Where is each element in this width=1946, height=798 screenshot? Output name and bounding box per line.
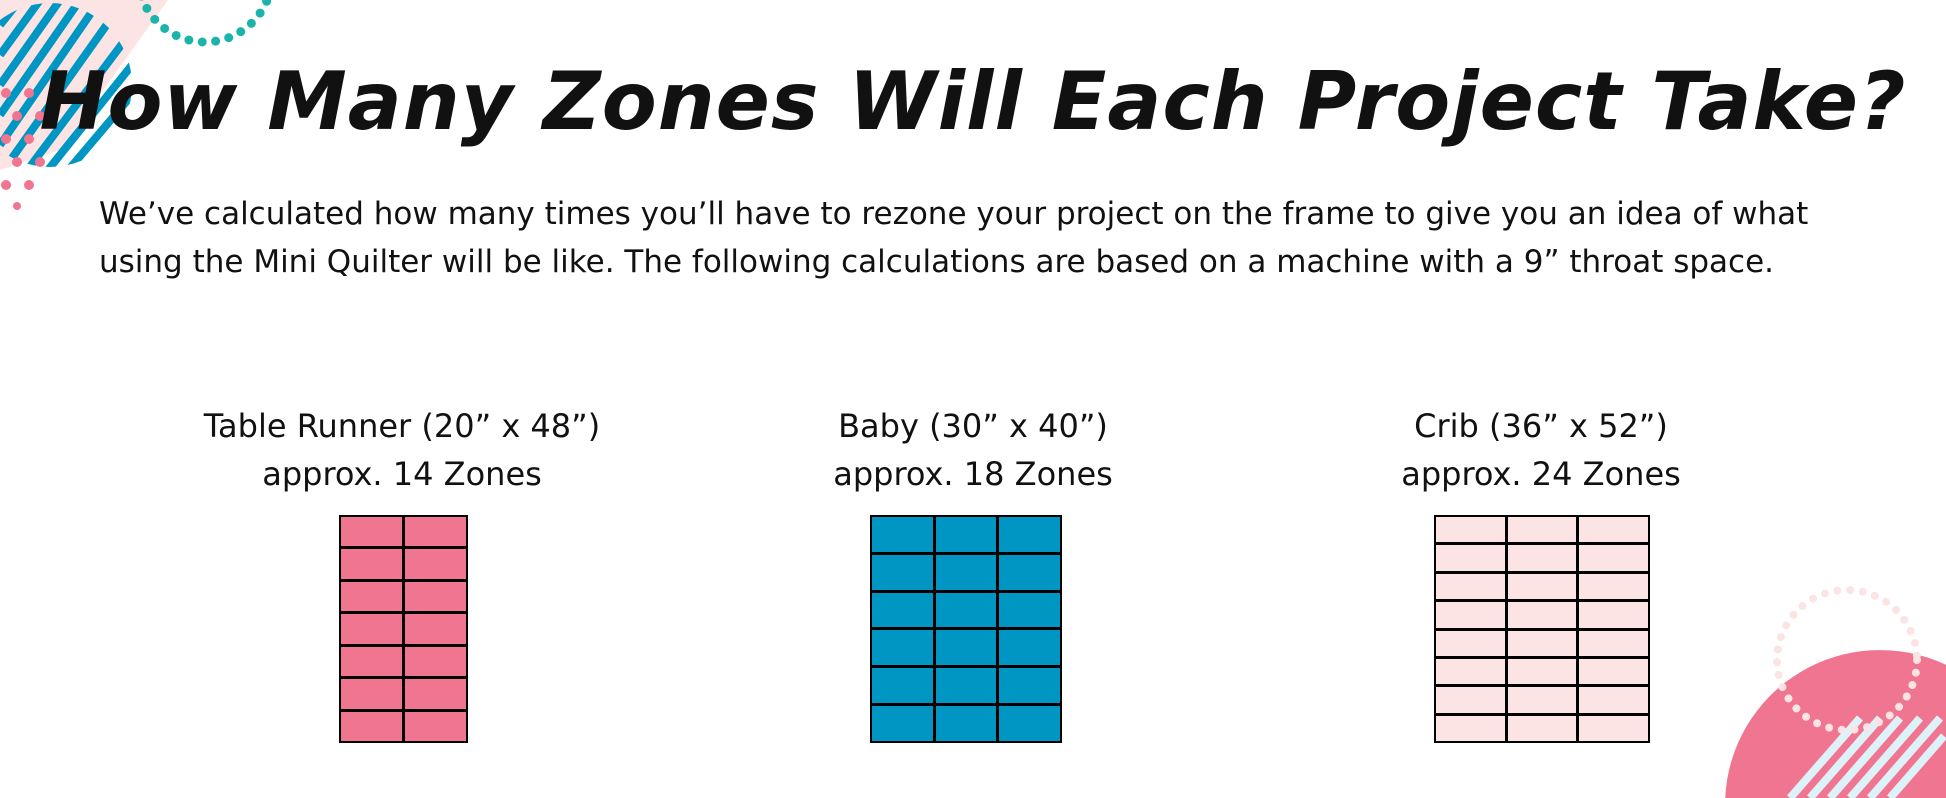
zone-cell: [341, 549, 402, 579]
zone-cell: [341, 614, 402, 644]
zone-cell: [1507, 602, 1577, 628]
zone-cell: [872, 630, 933, 666]
zone-cell: [1579, 687, 1648, 713]
zone-cell: [1507, 658, 1577, 685]
zone-grid-baby: [870, 515, 1062, 743]
zone-cell: [1579, 715, 1648, 741]
zone-cell: [1436, 517, 1505, 543]
project-name: Baby (30” x 40”): [838, 407, 1108, 445]
zone-cell: [1436, 573, 1505, 600]
zone-cell: [999, 517, 1060, 552]
zone-cell: [1436, 687, 1505, 713]
zone-cell: [935, 668, 997, 704]
zone-cell: [872, 554, 933, 590]
project-baby: Baby (30” x 40”) approx. 18 Zones: [723, 402, 1223, 498]
zone-cell: [1579, 573, 1648, 600]
intro-text: We’ve calculated how many times you’ll h…: [99, 196, 1809, 280]
zone-cell: [405, 646, 466, 677]
zone-cell: [1436, 715, 1505, 741]
project-table-runner: Table Runner (20” x 48”) approx. 14 Zone…: [152, 402, 652, 498]
project-zones: approx. 14 Zones: [262, 455, 542, 493]
project-crib: Crib (36” x 52”) approx. 24 Zones: [1291, 402, 1791, 498]
pink-dotted-ring: [1773, 586, 1921, 734]
light-blue-stripes: [1786, 715, 1946, 798]
zone-cell: [935, 554, 997, 590]
zone-cell: [341, 581, 402, 612]
zone-cell: [341, 646, 402, 677]
zone-cell: [1507, 630, 1577, 656]
zone-cell: [405, 549, 466, 579]
zone-cell: [1579, 602, 1648, 628]
zone-cell: [405, 614, 466, 644]
page-title: How Many Zones Will Each Project Take?: [39, 55, 1907, 148]
zone-cell: [405, 517, 466, 547]
zone-cell: [935, 630, 997, 666]
zone-cell: [341, 517, 402, 547]
zone-cell: [1507, 517, 1577, 543]
zone-cell: [1579, 517, 1648, 543]
zone-grid-crib: [1434, 515, 1650, 743]
pink-shape: [0, 0, 168, 170]
zone-cell: [405, 581, 466, 612]
zone-cell: [405, 711, 466, 741]
zone-grid-table-runner: [339, 515, 468, 743]
zone-cell: [999, 592, 1060, 628]
zone-cell: [1436, 602, 1505, 628]
zone-cell: [341, 711, 402, 741]
zone-cell: [872, 592, 933, 628]
zone-cell: [405, 679, 466, 709]
teal-dotted-ring: [138, 0, 272, 47]
zone-cell: [872, 706, 933, 741]
zone-cell: [1507, 715, 1577, 741]
zone-cell: [935, 592, 997, 628]
zone-cell: [1436, 658, 1505, 685]
zone-cell: [999, 706, 1060, 741]
zone-cell: [341, 679, 402, 709]
zone-cell: [1436, 630, 1505, 656]
zone-cell: [999, 554, 1060, 590]
project-zones: approx. 18 Zones: [833, 455, 1113, 493]
zone-cell: [1579, 658, 1648, 685]
striped-circle: [0, 3, 132, 167]
zone-cell: [1579, 545, 1648, 571]
project-name: Crib (36” x 52”): [1414, 407, 1668, 445]
project-zones: approx. 24 Zones: [1401, 455, 1681, 493]
zone-cell: [1507, 545, 1577, 571]
zone-cell: [1579, 630, 1648, 656]
zone-cell: [935, 517, 997, 552]
zone-cell: [999, 668, 1060, 704]
zone-cell: [1507, 687, 1577, 713]
zone-cell: [872, 517, 933, 552]
zone-cell: [999, 630, 1060, 666]
pink-dots: [1, 88, 45, 210]
zone-cell: [1436, 545, 1505, 571]
project-name: Table Runner (20” x 48”): [203, 407, 601, 445]
zone-cell: [1507, 573, 1577, 600]
zone-cell: [872, 668, 933, 704]
zone-cell: [935, 706, 997, 741]
